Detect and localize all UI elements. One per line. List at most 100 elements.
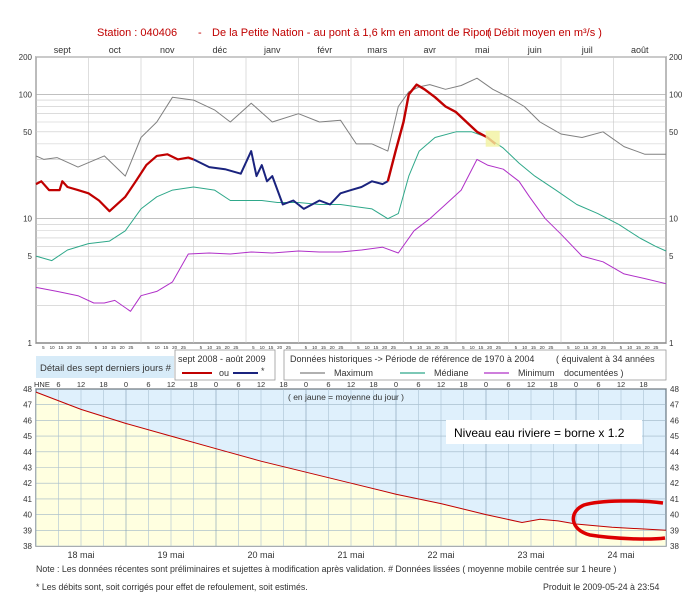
day-tick-label: 15 — [163, 345, 169, 350]
level-ytick-right: 41 — [670, 495, 679, 504]
flow-ytick-right: 5 — [669, 252, 674, 261]
day-tick-label: 10 — [365, 345, 371, 350]
day-tick-label: 5 — [462, 345, 465, 350]
hour-tick-label: 18 — [459, 380, 467, 389]
note-corrected: * Les débits sont, soit corrigés pour ef… — [36, 582, 308, 592]
level-ytick-left: 42 — [23, 479, 32, 488]
month-label: nov — [160, 45, 175, 55]
level-ytick-left: 44 — [23, 448, 32, 457]
flow-ytick-right: 200 — [669, 53, 683, 62]
produced-label: Produit le 2009-05-24 à 23:54 — [543, 582, 660, 592]
median-line — [35, 131, 667, 262]
day-tick-label: 5 — [410, 345, 413, 350]
day-tick-label: 10 — [575, 345, 581, 350]
hour-tick-label: 18 — [369, 380, 377, 389]
day-tick-label: 25 — [181, 345, 187, 350]
daily-mean-note: ( en jaune = moyenne du jour ) — [288, 392, 404, 402]
annotation-text: Niveau eau riviere = borne x 1.2 — [454, 426, 625, 440]
day-tick-label: 15 — [111, 345, 117, 350]
flow-ytick-right: 1 — [669, 339, 674, 348]
day-tick-label: 5 — [95, 345, 98, 350]
hour-tick-label: HNE — [34, 380, 50, 389]
legend-ou-label: ou — [219, 368, 229, 378]
hour-tick-label: 0 — [304, 380, 308, 389]
flow-axes: sept oct nov déc janv févr mars avr mai juin juil a… — [19, 45, 683, 350]
day-tick-label: 15 — [268, 345, 274, 350]
day-tick-label: 25 — [128, 345, 134, 350]
month-label: janv — [263, 45, 281, 55]
unit-label: ( Débit moyen en m³/s ) — [487, 27, 602, 39]
highlight-circle — [571, 499, 666, 541]
hour-tick-label: 18 — [279, 380, 287, 389]
period-legend-box — [174, 349, 276, 381]
legend-min-label: Minimum — [518, 368, 555, 378]
river-name: De la Petite Nation - au pont à 1,6 km e… — [212, 27, 491, 39]
hour-tick-label: 18 — [639, 380, 647, 389]
hour-tick-label: 12 — [257, 380, 265, 389]
flow-ytick-right: 50 — [669, 128, 678, 137]
day-tick-label: 25 — [443, 345, 449, 350]
hour-tick-label: 12 — [167, 380, 175, 389]
day-tick-label: 5 — [42, 345, 45, 350]
day-tick-label: 20 — [67, 345, 73, 350]
documented-label: documentées ) — [564, 368, 624, 378]
hour-tick-label: 18 — [99, 380, 107, 389]
day-tick-label: 20 — [592, 345, 598, 350]
day-tick-label: 15 — [636, 345, 642, 350]
level-ytick-right: 39 — [670, 526, 679, 535]
month-label: mai — [475, 45, 490, 55]
month-label: mars — [367, 45, 387, 55]
hour-tick-label: 6 — [506, 380, 510, 389]
level-ytick-left: 48 — [23, 385, 32, 394]
month-label: août — [631, 45, 649, 55]
level-ytick-right: 46 — [670, 416, 679, 425]
day-tick-label: 5 — [515, 345, 518, 350]
hour-tick-label: 18 — [549, 380, 557, 389]
level-ytick-right: 45 — [670, 432, 679, 441]
level-ytick-left: 39 — [23, 526, 32, 535]
day-tick-label: 10 — [50, 345, 56, 350]
day-tick-label: 20 — [277, 345, 283, 350]
day-tick-label: 25 — [496, 345, 502, 350]
day-tick-label: 5 — [252, 345, 255, 350]
hour-tick-label: 12 — [527, 380, 535, 389]
current-year-line — [35, 153, 194, 213]
level-ytick-left: 43 — [23, 464, 32, 473]
hour-tick-label: 12 — [347, 380, 355, 389]
hour-tick-label: 6 — [416, 380, 420, 389]
hour-tick-label: 6 — [56, 380, 60, 389]
day-tick-label: 10 — [102, 345, 108, 350]
legend-star-label: * — [261, 366, 265, 376]
title-dash: - — [198, 27, 202, 39]
month-label: juin — [527, 45, 542, 55]
month-label: déc — [212, 45, 227, 55]
flow-ytick-left: 5 — [28, 252, 33, 261]
legend-max-label: Maximum — [334, 368, 373, 378]
hour-tick-label: 6 — [596, 380, 600, 389]
hour-tick-label: 12 — [437, 380, 445, 389]
day-tick-label: 5 — [200, 345, 203, 350]
day-tick-label: 10 — [627, 345, 633, 350]
detail-label: Détail des sept derniers jours # — [40, 363, 172, 374]
day-tick-label: 25 — [233, 345, 239, 350]
day-tick-label: 20 — [645, 345, 651, 350]
flow-ytick-left: 10 — [23, 215, 32, 224]
day-tick-label: 20 — [487, 345, 493, 350]
day-label: 21 mai — [337, 550, 364, 560]
recent-days-marker — [485, 130, 500, 147]
day-tick-label: 25 — [391, 345, 397, 350]
day-tick-label: 10 — [312, 345, 318, 350]
station-label: Station : 040406 — [97, 27, 177, 39]
day-tick-label: 25 — [76, 345, 82, 350]
hour-tick-label: 12 — [617, 380, 625, 389]
flow-ytick-left: 1 — [28, 339, 33, 348]
flow-ytick-right: 10 — [669, 215, 678, 224]
day-tick-label: 5 — [147, 345, 150, 350]
flow-grid — [35, 56, 667, 344]
day-tick-label: 25 — [653, 345, 659, 350]
hour-tick-label: 0 — [124, 380, 128, 389]
level-ytick-right: 44 — [670, 448, 679, 457]
month-label: févr — [317, 45, 332, 55]
level-ytick-right: 43 — [670, 464, 679, 473]
